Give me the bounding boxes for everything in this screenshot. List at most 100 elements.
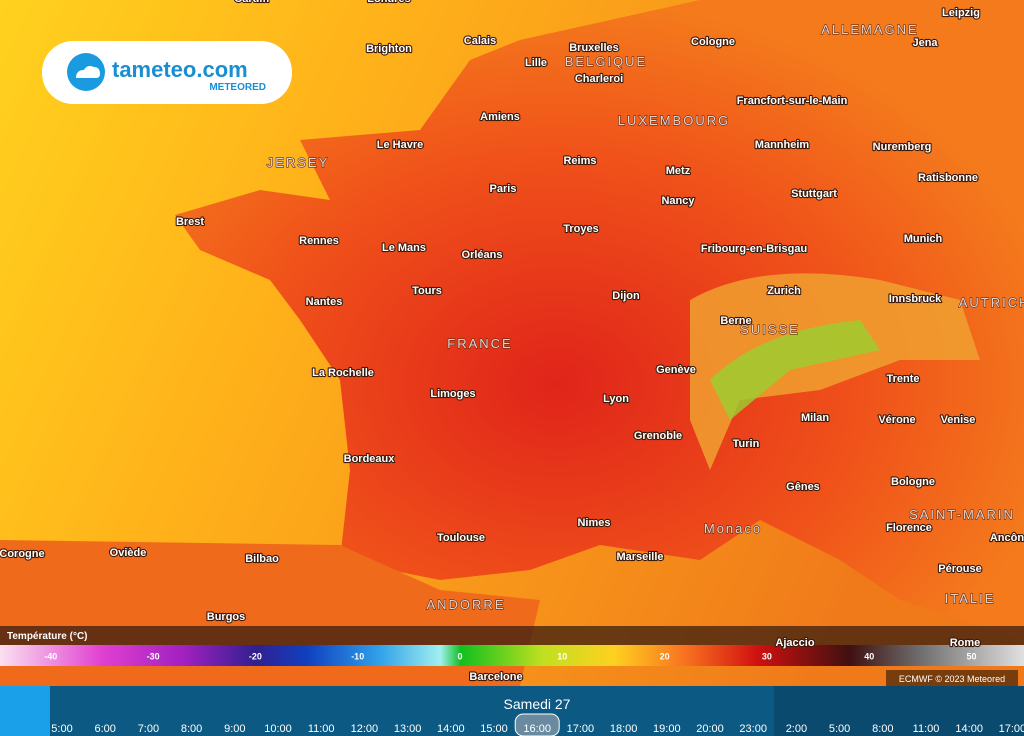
hour-label[interactable]: 2:00 xyxy=(786,723,807,735)
region-label: LUXEMBOURG xyxy=(618,113,730,128)
city-label: Amiens xyxy=(480,111,520,123)
legend-tick-label: -40 xyxy=(44,651,57,661)
legend-title: Température (°C) xyxy=(7,631,88,642)
hour-label[interactable]: 5:00 xyxy=(51,723,72,735)
city-label: Dijon xyxy=(612,290,640,302)
region-label: ANDORRE xyxy=(426,597,505,612)
hour-label[interactable]: 14:00 xyxy=(437,723,465,735)
hour-label[interactable]: 8:00 xyxy=(872,723,893,735)
hour-label[interactable]: 5:00 xyxy=(829,723,850,735)
city-label: Charleroi xyxy=(575,73,623,85)
logo-cloud xyxy=(76,66,100,78)
city-label: Innsbruck xyxy=(889,293,942,305)
city-label: Barcelone xyxy=(469,671,522,683)
hour-label[interactable]: 17:00 xyxy=(567,723,595,735)
city-label: Gênes xyxy=(786,481,820,493)
city-label: Orléans xyxy=(462,249,503,261)
region-label: ALLEMAGNE xyxy=(821,22,918,37)
city-label: Burgos xyxy=(207,611,246,623)
city-label: Le Mans xyxy=(382,242,426,254)
city-label: Nancy xyxy=(661,195,695,207)
city-label: Bordeaux xyxy=(344,453,396,465)
logo[interactable]: tameteo.com METEORED xyxy=(42,41,292,104)
color-scale xyxy=(0,645,1024,666)
city-label: Stuttgart xyxy=(791,188,837,200)
city-label: Florence xyxy=(886,522,932,534)
hour-label[interactable]: 10:00 xyxy=(264,723,292,735)
city-label: Paris xyxy=(490,183,517,195)
city-label: Grenoble xyxy=(634,430,682,442)
city-label: Rennes xyxy=(299,235,339,247)
city-label: Nantes xyxy=(306,296,343,308)
day-label: Samedi 27 xyxy=(504,696,571,712)
city-label: Zurich xyxy=(767,285,801,297)
region-label: BELGIQUE xyxy=(565,54,647,69)
hour-label[interactable]: 12:00 xyxy=(351,723,379,735)
city-label: Mannheim xyxy=(755,139,810,151)
alps-high xyxy=(710,320,880,420)
city-label: Milan xyxy=(801,412,829,424)
legend-tick-label: 30 xyxy=(762,651,772,661)
legend-tick-label: 0 xyxy=(457,651,462,661)
city-label: Oviède xyxy=(110,547,147,559)
city-label: Nimes xyxy=(577,517,610,529)
city-label: Cardiff xyxy=(234,0,270,5)
legend-band xyxy=(0,626,1024,645)
hour-label[interactable]: 14:00 xyxy=(955,723,983,735)
city-label: Metz xyxy=(666,165,691,177)
city-label: Ratisbonne xyxy=(918,172,978,184)
region-label: ITALIE xyxy=(945,591,996,606)
hour-label[interactable]: 6:00 xyxy=(94,723,115,735)
hour-label[interactable]: 8:00 xyxy=(181,723,202,735)
city-label: Berne xyxy=(720,315,751,327)
hour-label[interactable]: 20:00 xyxy=(696,723,724,735)
region-label: FRANCE xyxy=(447,336,512,351)
logo-text: tameteo.com xyxy=(112,57,248,82)
hour-label[interactable]: 18:00 xyxy=(610,723,638,735)
city-label: Reims xyxy=(563,155,596,167)
city-label: Genève xyxy=(656,364,696,376)
hour-label[interactable]: 11:00 xyxy=(913,723,940,735)
hour-label[interactable]: 23:00 xyxy=(739,723,767,735)
region-label: Monaco xyxy=(704,521,762,536)
city-label: Calais xyxy=(464,35,496,47)
city-label: Cologne xyxy=(691,36,735,48)
legend-tick-label: 50 xyxy=(966,651,976,661)
credit: ECMWF © 2023 Meteored xyxy=(899,674,1005,684)
region-label: SUISSE xyxy=(740,322,800,337)
hour-label[interactable]: 9:00 xyxy=(224,723,245,735)
hour-label[interactable]: 13:00 xyxy=(394,723,422,735)
hour-label[interactable]: 19:00 xyxy=(653,723,681,735)
city-label: Nuremberg xyxy=(873,141,932,153)
city-label: Brighton xyxy=(366,43,412,55)
city-label: Leipzig xyxy=(942,7,980,19)
hour-label[interactable]: 17:00 xyxy=(999,723,1024,735)
logo-bg xyxy=(42,41,292,104)
city-label: Corogne xyxy=(0,548,45,560)
city-label: Limoges xyxy=(430,388,475,400)
city-label: Tours xyxy=(412,285,442,297)
city-label: Turin xyxy=(733,438,760,450)
city-label: Lille xyxy=(525,57,547,69)
region-label: SAINT-MARIN xyxy=(909,507,1015,522)
hour-label[interactable]: 7:00 xyxy=(138,723,159,735)
city-label: Munich xyxy=(904,233,943,245)
hour-label[interactable]: 11:00 xyxy=(308,723,335,735)
city-label: La Rochelle xyxy=(312,367,374,379)
region-label: AUTRICHE xyxy=(959,295,1024,310)
city-label: Troyes xyxy=(563,223,598,235)
city-label: Bilbao xyxy=(245,553,279,565)
hour-label[interactable]: 16:00 xyxy=(523,723,551,735)
logo-sub: METEORED xyxy=(209,82,266,93)
region-label: JERSEY xyxy=(267,155,330,170)
hour-label[interactable]: 15:00 xyxy=(480,723,508,735)
alps xyxy=(690,273,980,470)
city-label: Lyon xyxy=(603,393,629,405)
city-label: Fribourg-en-Brisgau xyxy=(701,243,807,255)
land xyxy=(175,0,1024,640)
legend-tick-label: -10 xyxy=(351,651,364,661)
city-label: Rome xyxy=(950,637,981,649)
legend-tick-label: 10 xyxy=(557,651,567,661)
city-label: Ancône xyxy=(990,532,1024,544)
city-label: Pérouse xyxy=(938,563,981,575)
